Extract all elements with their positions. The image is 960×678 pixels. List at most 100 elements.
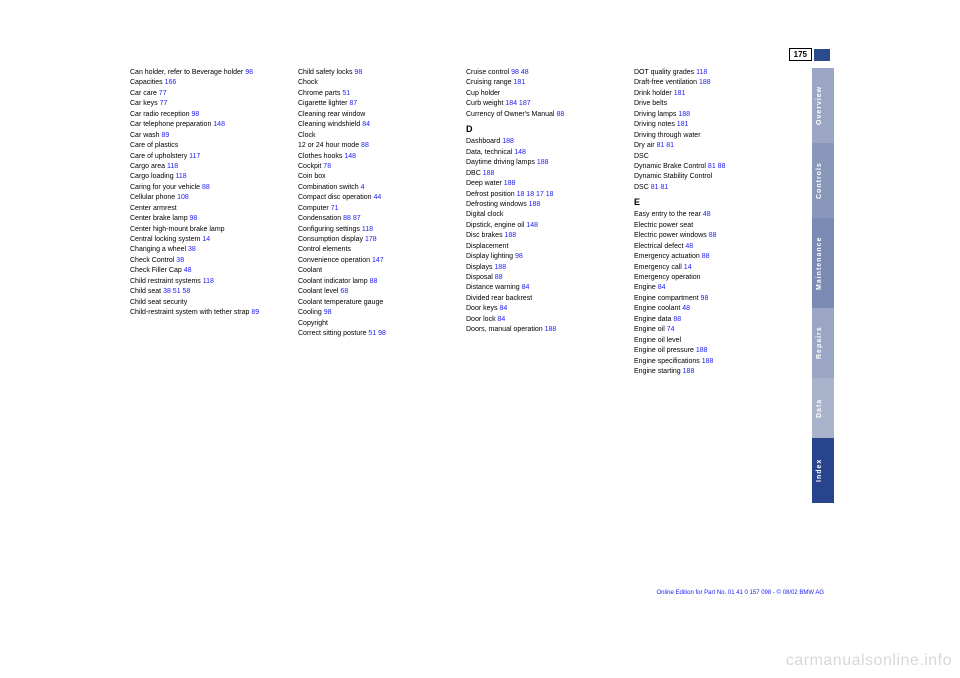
- index-entry-page-ref[interactable]: 88: [702, 253, 710, 260]
- index-entry-text: Computer: [298, 205, 331, 212]
- index-entry-page-ref[interactable]: 84: [362, 121, 370, 128]
- index-entry-page-ref[interactable]: 98: [191, 111, 199, 118]
- index-entry-page-ref[interactable]: 147: [372, 257, 384, 264]
- index-entry-page-ref[interactable]: 98: [324, 309, 332, 316]
- index-entry-text: Driving through water: [634, 132, 701, 139]
- index-entry-page-ref[interactable]: 98: [515, 253, 523, 260]
- index-entry: Coolant level 68: [298, 287, 454, 296]
- index-entry-page-ref[interactable]: 108: [177, 194, 189, 201]
- index-entry-page-ref[interactable]: 51 98: [368, 330, 386, 337]
- tab-data[interactable]: Data: [812, 378, 834, 438]
- index-entry-text: Electrical defect: [634, 243, 685, 250]
- index-entry: Cooling 98: [298, 308, 454, 317]
- index-entry-page-ref[interactable]: 88: [673, 316, 681, 323]
- index-entry-text: Engine oil level: [634, 337, 681, 344]
- manual-index-page: 175 Overview Controls Maintenance Repair…: [130, 48, 830, 598]
- index-entry-page-ref[interactable]: 87: [349, 100, 357, 107]
- index-entry-page-ref[interactable]: 81 81: [657, 142, 675, 149]
- index-entry-page-ref[interactable]: 188: [529, 201, 541, 208]
- index-entry-page-ref[interactable]: 48: [703, 211, 711, 218]
- index-entry-page-ref[interactable]: 188: [545, 326, 557, 333]
- index-entry-page-ref[interactable]: 38: [176, 257, 184, 264]
- index-entry-page-ref[interactable]: 71: [331, 205, 339, 212]
- index-entry-page-ref[interactable]: 88: [556, 111, 564, 118]
- index-entry-page-ref[interactable]: 89: [162, 132, 170, 139]
- index-entry-page-ref[interactable]: 78: [323, 163, 331, 170]
- index-entry-page-ref[interactable]: 188: [678, 111, 690, 118]
- index-entry-text: Deep water: [466, 180, 504, 187]
- index-columns: Can holder, refer to Beverage holder 98C…: [130, 68, 790, 377]
- index-entry-text: Coin box: [298, 173, 326, 180]
- index-entry-page-ref[interactable]: 38 51 58: [163, 288, 190, 295]
- index-entry-page-ref[interactable]: 51: [342, 90, 350, 97]
- index-entry-page-ref[interactable]: 148: [213, 121, 225, 128]
- index-entry-page-ref[interactable]: 188: [696, 347, 708, 354]
- index-entry-page-ref[interactable]: 148: [526, 222, 538, 229]
- index-entry-page-ref[interactable]: 181: [674, 90, 686, 97]
- tab-controls[interactable]: Controls: [812, 143, 834, 218]
- index-entry-page-ref[interactable]: 84: [522, 284, 530, 291]
- index-entry-page-ref[interactable]: 178: [365, 236, 377, 243]
- index-entry-page-ref[interactable]: 89: [251, 309, 259, 316]
- index-entry-page-ref[interactable]: 181: [513, 79, 525, 86]
- index-entry-page-ref[interactable]: 188: [505, 232, 517, 239]
- index-entry-text: Defrosting windows: [466, 201, 529, 208]
- index-entry-page-ref[interactable]: 181: [677, 121, 689, 128]
- index-entry-page-ref[interactable]: 4: [361, 184, 365, 191]
- index-entry-page-ref[interactable]: 118: [203, 278, 214, 285]
- index-entry-page-ref[interactable]: 48: [682, 305, 690, 312]
- index-entry-page-ref[interactable]: 98: [190, 215, 198, 222]
- index-entry-page-ref[interactable]: 88: [202, 184, 210, 191]
- index-entry-page-ref[interactable]: 14: [684, 264, 692, 271]
- index-entry-page-ref[interactable]: 84: [658, 284, 666, 291]
- index-entry-page-ref[interactable]: 188: [504, 180, 516, 187]
- index-entry: Computer 71: [298, 204, 454, 213]
- index-entry-page-ref[interactable]: 14: [202, 236, 210, 243]
- index-entry-page-ref[interactable]: 88 87: [343, 215, 361, 222]
- index-entry-page-ref[interactable]: 68: [340, 288, 348, 295]
- index-entry-page-ref[interactable]: 77: [159, 90, 167, 97]
- index-entry-page-ref[interactable]: 18 18 17 18: [517, 191, 554, 198]
- index-entry-page-ref[interactable]: 81 81: [651, 184, 669, 191]
- index-entry-page-ref[interactable]: 188: [537, 159, 549, 166]
- index-entry-text: Clothes hooks: [298, 153, 344, 160]
- index-entry-page-ref[interactable]: 184 187: [505, 100, 530, 107]
- index-entry-page-ref[interactable]: 98: [245, 69, 253, 76]
- tab-overview[interactable]: Overview: [812, 68, 834, 143]
- tab-repairs[interactable]: Repairs: [812, 308, 834, 378]
- tab-maintenance[interactable]: Maintenance: [812, 218, 834, 308]
- index-entry-page-ref[interactable]: 98 48: [511, 69, 529, 76]
- index-entry-page-ref[interactable]: 44: [373, 194, 381, 201]
- index-entry-page-ref[interactable]: 84: [499, 305, 507, 312]
- index-entry-page-ref[interactable]: 148: [514, 149, 526, 156]
- index-entry-page-ref[interactable]: 188: [699, 79, 711, 86]
- index-entry: Coolant: [298, 266, 454, 275]
- index-entry-page-ref[interactable]: 118: [176, 173, 187, 180]
- index-entry-page-ref[interactable]: 188: [702, 358, 714, 365]
- index-entry-page-ref[interactable]: 118: [696, 69, 707, 76]
- index-entry-page-ref[interactable]: 188: [494, 264, 506, 271]
- index-entry-page-ref[interactable]: 77: [160, 100, 168, 107]
- index-entry-page-ref[interactable]: 48: [685, 243, 693, 250]
- index-entry-page-ref[interactable]: 88: [370, 278, 378, 285]
- index-entry-page-ref[interactable]: 88: [361, 142, 369, 149]
- index-entry-page-ref[interactable]: 118: [167, 163, 178, 170]
- index-entry-page-ref[interactable]: 118: [362, 226, 373, 233]
- index-entry-page-ref[interactable]: 188: [483, 170, 495, 177]
- index-entry-page-ref[interactable]: 188: [502, 138, 514, 145]
- index-entry-page-ref[interactable]: 74: [667, 326, 675, 333]
- index-entry-page-ref[interactable]: 166: [165, 79, 177, 86]
- index-entry-page-ref[interactable]: 98: [701, 295, 709, 302]
- index-entry-page-ref[interactable]: 188: [683, 368, 695, 375]
- index-entry-page-ref[interactable]: 98: [354, 69, 362, 76]
- index-entry-page-ref[interactable]: 38: [188, 246, 196, 253]
- index-entry-page-ref[interactable]: 88: [709, 232, 717, 239]
- index-entry-page-ref[interactable]: 48: [184, 267, 192, 274]
- index-entry: Deep water 188: [466, 179, 622, 188]
- index-entry-page-ref[interactable]: 81 88: [708, 163, 726, 170]
- index-entry-page-ref[interactable]: 84: [498, 316, 506, 323]
- index-entry-page-ref[interactable]: 88: [495, 274, 503, 281]
- index-entry-page-ref[interactable]: 148: [344, 153, 356, 160]
- index-entry-page-ref[interactable]: 117: [189, 153, 200, 160]
- tab-index[interactable]: Index: [812, 438, 834, 503]
